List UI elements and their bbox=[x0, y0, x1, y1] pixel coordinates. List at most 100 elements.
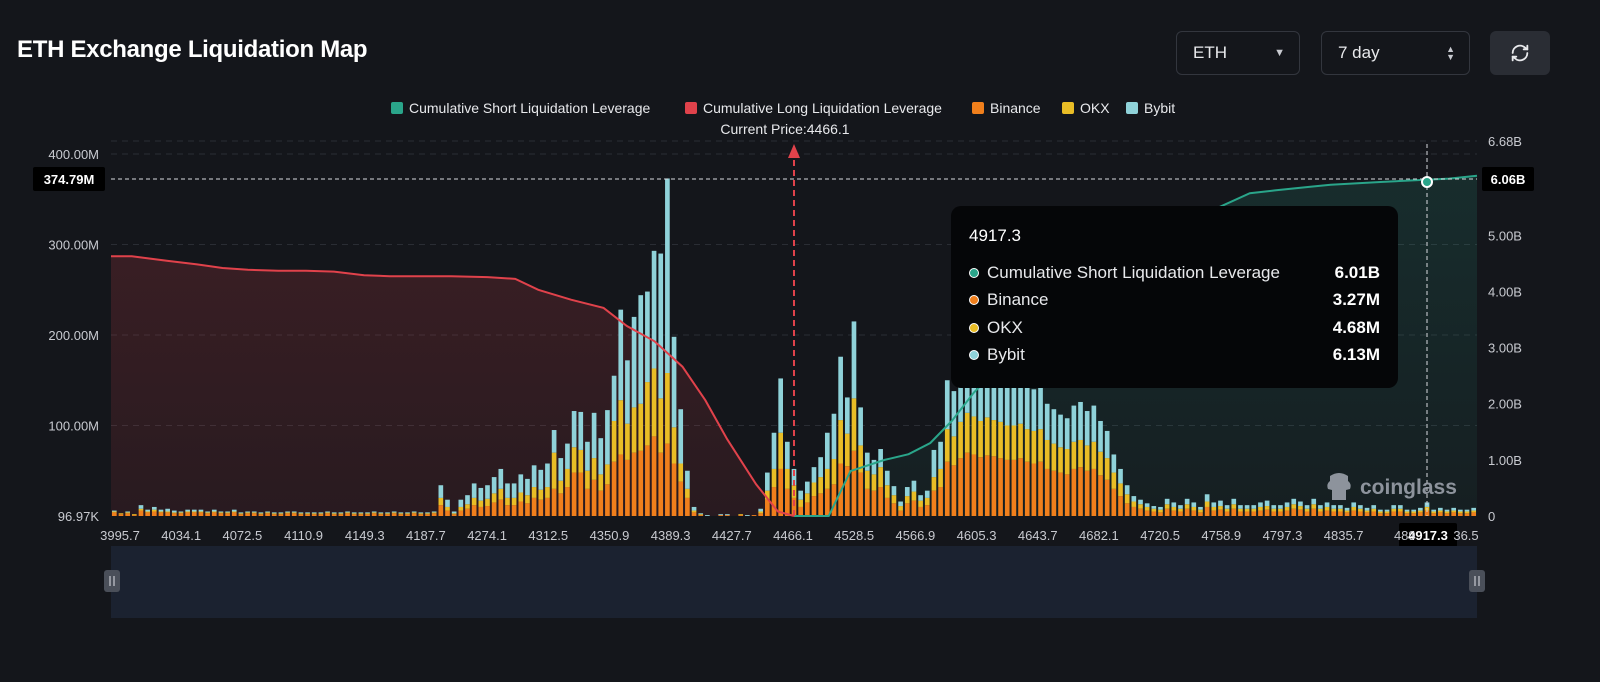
bar-segment-binance bbox=[551, 488, 557, 516]
bar-segment-bybit bbox=[1331, 505, 1337, 509]
bar-segment-okx bbox=[125, 512, 130, 514]
x-axis-tick: 489 bbox=[1394, 528, 1416, 543]
bar-segment-binance bbox=[1458, 513, 1463, 516]
bar-segment-binance bbox=[1124, 503, 1130, 516]
bar-segment-binance bbox=[785, 488, 790, 516]
bar-segment-bybit bbox=[1298, 501, 1303, 507]
crosshair-left-label: 374.79M bbox=[44, 172, 95, 187]
symbol-select[interactable]: ETH ▼ bbox=[1176, 31, 1300, 75]
bar-segment-okx bbox=[491, 493, 497, 503]
bar-segment-bybit bbox=[1364, 507, 1370, 511]
bar-segment-binance bbox=[245, 513, 250, 516]
bar-segment-binance bbox=[238, 514, 244, 516]
bar-segment-okx bbox=[338, 513, 344, 515]
bar-segment-bybit bbox=[1064, 418, 1070, 450]
crosshair-right-label-bg bbox=[1482, 167, 1534, 191]
bar-segment-okx bbox=[478, 500, 484, 507]
sort-updown-icon: ▲ ▼ bbox=[1446, 44, 1455, 62]
bar-segment-binance bbox=[831, 484, 837, 516]
bar-segment-binance bbox=[1324, 510, 1330, 516]
bar-segment-bybit bbox=[918, 495, 923, 501]
bar-segment-okx bbox=[891, 495, 897, 504]
bar-segment-binance bbox=[751, 515, 757, 516]
bar-segment-bybit bbox=[844, 397, 850, 434]
bar-segment-okx bbox=[1371, 508, 1377, 512]
bar-segment-bybit bbox=[1231, 498, 1237, 505]
bar-segment-okx bbox=[778, 432, 783, 469]
bar-segment-binance bbox=[904, 503, 910, 516]
right-axis-tick: 0 bbox=[1488, 509, 1495, 524]
bar-segment-okx bbox=[864, 470, 870, 489]
bar-segment-okx bbox=[898, 506, 903, 511]
bar-segment-binance bbox=[1284, 510, 1290, 516]
bar-segment-bybit bbox=[451, 511, 457, 514]
bar-segment-bybit bbox=[218, 511, 224, 513]
bar-segment-okx bbox=[211, 511, 217, 513]
refresh-button[interactable] bbox=[1490, 31, 1550, 75]
bar-segment-okx bbox=[998, 421, 1003, 459]
bar-segment-binance bbox=[605, 484, 610, 516]
bar-segment-okx bbox=[298, 513, 304, 515]
bar-segment-binance bbox=[331, 514, 337, 516]
bar-segment-binance bbox=[311, 514, 317, 516]
bar-segment-binance bbox=[338, 514, 344, 516]
bar-segment-binance bbox=[844, 466, 850, 516]
bar-segment-okx bbox=[884, 485, 890, 498]
bar-segment-okx bbox=[1244, 508, 1250, 512]
bar-segment-binance bbox=[485, 506, 490, 516]
bar-segment-binance bbox=[498, 499, 504, 516]
bar-segment-okx bbox=[1398, 508, 1403, 512]
bar-segment-okx bbox=[118, 513, 124, 515]
bar-segment-binance bbox=[964, 452, 970, 516]
bar-segment-binance bbox=[1311, 508, 1317, 516]
bar-segment-okx bbox=[651, 368, 657, 437]
bar-segment-bybit bbox=[1444, 509, 1450, 512]
bar-segment-okx bbox=[611, 420, 617, 462]
bar-segment-okx bbox=[138, 508, 144, 511]
bar-segment-okx bbox=[1418, 510, 1423, 513]
bar-segment-binance bbox=[1344, 512, 1350, 516]
bar-segment-bybit bbox=[1458, 509, 1463, 512]
bar-segment-binance bbox=[1364, 512, 1370, 516]
bar-segment-binance bbox=[1351, 510, 1357, 516]
bar-segment-bybit bbox=[545, 463, 550, 488]
bar-segment-bybit bbox=[1238, 505, 1243, 509]
x-axis-tick: 4187.7 bbox=[406, 528, 446, 543]
bar-segment-binance bbox=[791, 497, 797, 516]
bar-segment-binance bbox=[678, 481, 684, 516]
bar-segment-okx bbox=[1344, 510, 1350, 513]
bar-segment-bybit bbox=[1011, 380, 1017, 426]
bar-segment-binance bbox=[851, 450, 857, 516]
range-select[interactable]: 7 day ▲ ▼ bbox=[1321, 31, 1470, 75]
legend-swatch bbox=[685, 102, 697, 114]
bar-segment-binance bbox=[1164, 508, 1170, 516]
bar-segment-binance bbox=[445, 510, 450, 516]
bar-segment-okx bbox=[918, 500, 923, 507]
left-axis-tick: 200.00M bbox=[48, 328, 99, 343]
bar-segment-bybit bbox=[1144, 503, 1150, 507]
bar-segment-okx bbox=[1284, 506, 1290, 511]
bar-segment-binance bbox=[858, 472, 863, 516]
bar-segment-binance bbox=[984, 455, 990, 516]
bar-segment-okx bbox=[358, 513, 364, 515]
bar-segment-binance bbox=[112, 512, 117, 516]
bar-segment-binance bbox=[465, 508, 470, 516]
bar-segment-binance bbox=[285, 513, 290, 516]
bar-segment-binance bbox=[571, 472, 577, 516]
bar-segment-binance bbox=[1044, 468, 1050, 516]
bar-segment-bybit bbox=[1318, 505, 1323, 509]
bar-segment-binance bbox=[1431, 513, 1437, 516]
bar-segment-okx bbox=[518, 492, 524, 502]
bar-segment-binance bbox=[1051, 470, 1057, 516]
bar-segment-okx bbox=[1151, 508, 1157, 512]
bar-segment-okx bbox=[245, 512, 250, 514]
crosshair-point bbox=[1421, 176, 1433, 188]
bar-segment-okx bbox=[1304, 508, 1310, 512]
bar-segment-okx bbox=[445, 506, 450, 511]
bar-segment-bybit bbox=[1131, 496, 1137, 502]
bar-segment-binance bbox=[1411, 513, 1417, 516]
bar-segment-okx bbox=[538, 489, 544, 500]
bar-segment-bybit bbox=[1384, 509, 1390, 512]
bar-segment-bybit bbox=[1071, 405, 1077, 442]
bar-segment-binance bbox=[411, 513, 417, 516]
